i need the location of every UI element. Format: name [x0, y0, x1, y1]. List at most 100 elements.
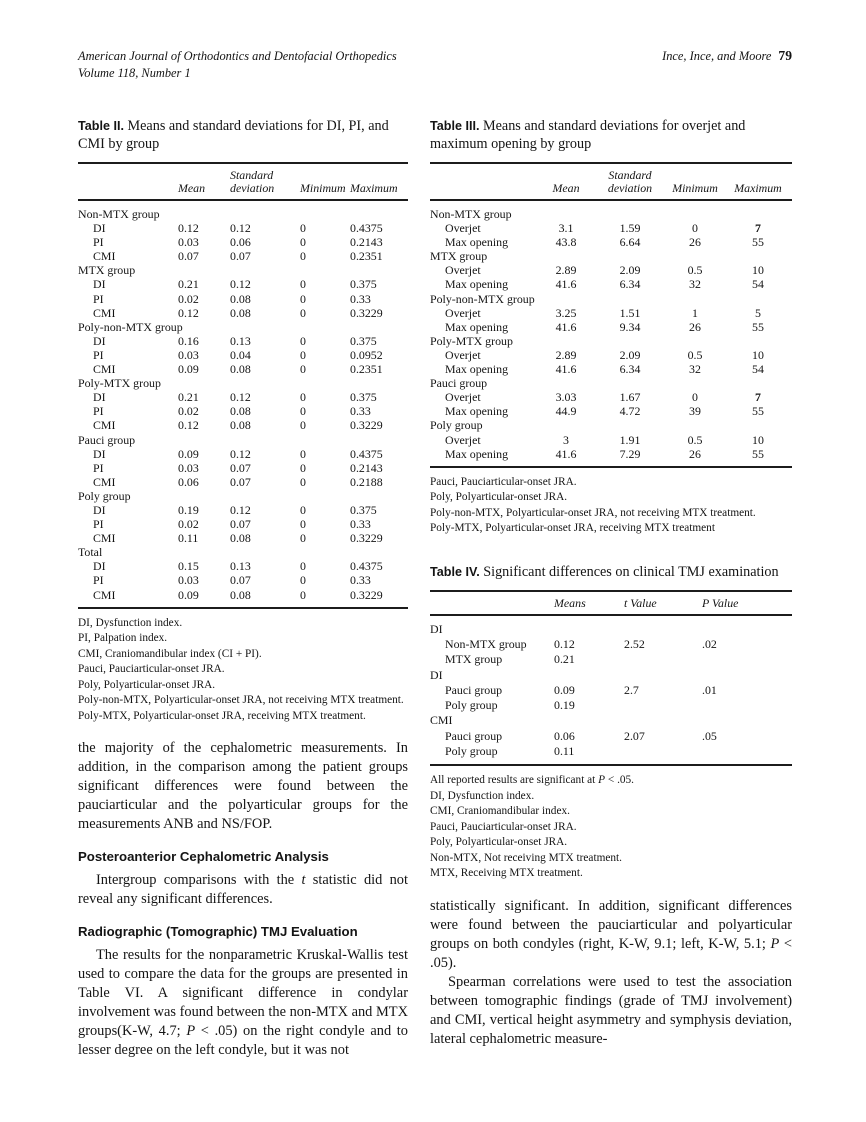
cell-value — [690, 698, 792, 713]
running-head: American Journal of Orthodontics and Den… — [78, 48, 792, 81]
table-row: PI 0.02 0.08 0 0.33 — [78, 292, 408, 306]
group-row: Poly-non-MTX group — [430, 292, 792, 306]
cell-value: 0.08 — [230, 531, 251, 546]
cell-value: 0.02 — [178, 404, 199, 419]
group-row: Poly-non-MTX group — [78, 320, 408, 334]
table-row: Overjet 3.1 1.59 0 7 — [430, 221, 792, 235]
cell-value: 2.89 — [555, 347, 577, 362]
cell-value: 1.51 — [619, 305, 641, 320]
cell-value: 2.09 — [619, 347, 641, 362]
row-label: DI — [93, 559, 106, 574]
cell-value: 0 — [692, 221, 698, 236]
table4-label: Table IV. — [430, 564, 480, 579]
cell-value: 0.3229 — [350, 531, 383, 546]
cell-value: 0.12 — [230, 502, 251, 517]
column-header-blank — [430, 163, 538, 201]
group-label: Pauci group — [430, 376, 488, 391]
group-label: Poly group — [430, 418, 483, 433]
left-body-text: the majority of the cephalometric measur… — [78, 739, 408, 1060]
footnote: All reported results are significant at … — [430, 774, 635, 787]
group-row: Poly group — [430, 418, 792, 432]
table2-footnotes: DI, Dysfunction index. PI, Palpation inde… — [78, 616, 408, 725]
cell-value: 2.09 — [619, 263, 641, 278]
cell-value: 0.08 — [230, 362, 251, 377]
table-row: PI 0.02 0.08 0 0.33 — [78, 404, 408, 418]
cell-value: 0.4375 — [350, 559, 383, 574]
table-row: PI 0.03 0.04 0 0.0952 — [78, 348, 408, 362]
cell-value: 54 — [752, 277, 764, 292]
cell-value: 0.21 — [178, 277, 199, 292]
table-row: Max opening 41.6 7.29 26 55 — [430, 447, 792, 467]
table3-caption-text: Means and standard deviations for overje… — [430, 118, 746, 152]
cell-value: 0 — [300, 404, 306, 419]
row-label: PI — [93, 291, 104, 306]
cell-value: 0.04 — [230, 347, 251, 362]
group-row: DI — [430, 668, 792, 683]
row-label: MTX group — [445, 652, 503, 667]
cell-value: 0 — [300, 531, 306, 546]
cell-value: 0.09 — [178, 362, 199, 377]
table-row: DI 0.21 0.12 0 0.375 — [78, 390, 408, 404]
table-row: Pauci group 0.09 2.7 .01 — [430, 683, 792, 698]
footnote: PI, Palpation index. — [78, 632, 168, 645]
cell-value: 0 — [300, 305, 306, 320]
cell-value: 0.08 — [230, 418, 251, 433]
table4-header: Means t Value P Value — [430, 590, 792, 616]
table2: Mean Standard deviation Minimum Maximum … — [78, 162, 408, 609]
running-head-left: American Journal of Orthodontics and Den… — [78, 48, 397, 81]
cell-value: 0.12 — [230, 390, 251, 405]
column-header-sd: Standard deviation — [230, 163, 300, 201]
cell-value: 0 — [300, 559, 306, 574]
cell-value: 0 — [300, 418, 306, 433]
cell-value: 0.5 — [687, 263, 703, 278]
row-label: CMI — [93, 587, 116, 602]
cell-value: 0.16 — [178, 333, 199, 348]
table3: Mean Standard deviation Minimum Maximum … — [430, 162, 792, 468]
row-label: DI — [93, 277, 106, 292]
column-header-blank — [430, 590, 542, 616]
table-row: DI 0.15 0.13 0 0.4375 — [78, 559, 408, 573]
cell-value: 0.02 — [178, 291, 199, 306]
paragraph: statistically significant. In addition, … — [430, 897, 792, 971]
cell-value: 54 — [752, 362, 764, 377]
paragraph: Intergroup comparisons with the t statis… — [78, 872, 408, 908]
cell-value: 0.02 — [178, 517, 199, 532]
cell-value: 0.375 — [350, 502, 377, 517]
table-row: Pauci group 0.06 2.07 .05 — [430, 729, 792, 744]
group-row: MTX group — [78, 263, 408, 277]
cell-value: 0.375 — [350, 390, 377, 405]
cell-value: 0.3229 — [350, 305, 383, 320]
row-label: CMI — [93, 418, 116, 433]
group-label: Poly-MTX group — [430, 333, 513, 348]
table-row: CMI 0.09 0.08 0 0.2351 — [78, 362, 408, 376]
column-header-min: Minimum — [300, 163, 350, 201]
cell-value: 2.07 — [624, 728, 645, 743]
table3-caption: Table III. Means and standard deviations… — [430, 117, 792, 153]
column-header-mean: Mean — [178, 163, 230, 201]
table3-footnotes: Pauci, Pauciarticular-onset JRA. Poly, Po… — [430, 475, 792, 537]
row-label: Max opening — [445, 235, 509, 250]
cell-value — [612, 744, 690, 765]
footnote: Poly, Polyarticular-onset JRA. — [78, 678, 216, 691]
cell-value: 0.11 — [178, 531, 199, 546]
cell-value: 41.6 — [555, 362, 577, 377]
cell-value: 55 — [752, 446, 764, 461]
row-label: Overjet — [445, 390, 481, 405]
row-label: Overjet — [445, 305, 481, 320]
cell-value: 5 — [755, 305, 761, 320]
group-row: CMI — [430, 713, 792, 728]
two-column-layout: Table II. Means and standard deviations … — [78, 117, 792, 1060]
footnote: MTX, Receiving MTX treatment. — [430, 867, 583, 880]
cell-value: .01 — [702, 682, 717, 697]
paragraph: The results for the nonparametric Kruska… — [78, 947, 408, 1059]
cell-value: 6.34 — [619, 362, 641, 377]
table-row: Overjet 3.25 1.51 1 5 — [430, 306, 792, 320]
group-label: Poly group — [78, 488, 131, 503]
table-row: CMI 0.09 0.08 0 0.3229 — [78, 588, 408, 608]
running-head-right: Ince, Ince, and Moore 79 — [662, 48, 792, 65]
cell-value: 0 — [300, 277, 306, 292]
page-number: 79 — [778, 48, 792, 63]
group-label: MTX group — [430, 249, 488, 264]
footnote: Poly-non-MTX, Polyarticular-onset JRA, n… — [430, 506, 756, 519]
footnote: Pauci, Pauciarticular-onset JRA. — [430, 820, 577, 833]
